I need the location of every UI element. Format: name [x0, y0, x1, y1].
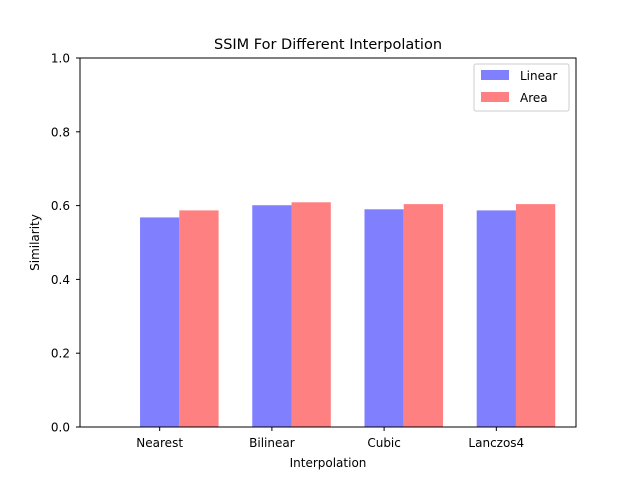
bars-group	[140, 202, 556, 427]
x-tick-label: Cubic	[367, 436, 401, 450]
plot-frame	[79, 57, 577, 428]
chart-title: SSIM For Different Interpolation	[214, 37, 442, 53]
bar-linear-bilinear	[252, 205, 292, 427]
legend-label-linear: Linear	[520, 69, 557, 83]
y-tick-label: 0.0	[51, 421, 70, 435]
legend: Linear Area	[473, 63, 570, 112]
legend-swatch-area	[481, 92, 509, 102]
legend-label-area: Area	[520, 91, 548, 105]
x-axis-ticks: Nearest Bilinear Cubic Lanczos4	[136, 427, 524, 450]
y-axis-ticks: 0.0 0.2 0.4 0.6 0.8 1.0	[51, 52, 80, 435]
x-tick-label: Nearest	[136, 436, 183, 450]
y-tick-label: 0.4	[51, 273, 70, 287]
y-axis-label: Similarity	[28, 214, 42, 271]
x-axis-label: Interpolation	[290, 456, 367, 470]
y-tick-label: 0.2	[51, 347, 70, 361]
bar-linear-cubic	[364, 209, 404, 427]
bar-area-cubic	[403, 204, 444, 427]
bar-area-nearest	[179, 210, 219, 427]
bar-area-bilinear	[291, 202, 331, 427]
y-tick-label: 0.6	[51, 199, 70, 213]
x-tick-label: Lanczos4	[468, 436, 524, 450]
bar-area-lanczos4	[515, 204, 556, 427]
bar-linear-lanczos4	[476, 210, 516, 427]
y-tick-label: 1.0	[51, 52, 70, 66]
legend-swatch-linear	[481, 70, 509, 80]
x-tick-label: Bilinear	[249, 436, 295, 450]
y-tick-label: 0.8	[51, 125, 70, 139]
bar-linear-nearest	[140, 217, 180, 427]
